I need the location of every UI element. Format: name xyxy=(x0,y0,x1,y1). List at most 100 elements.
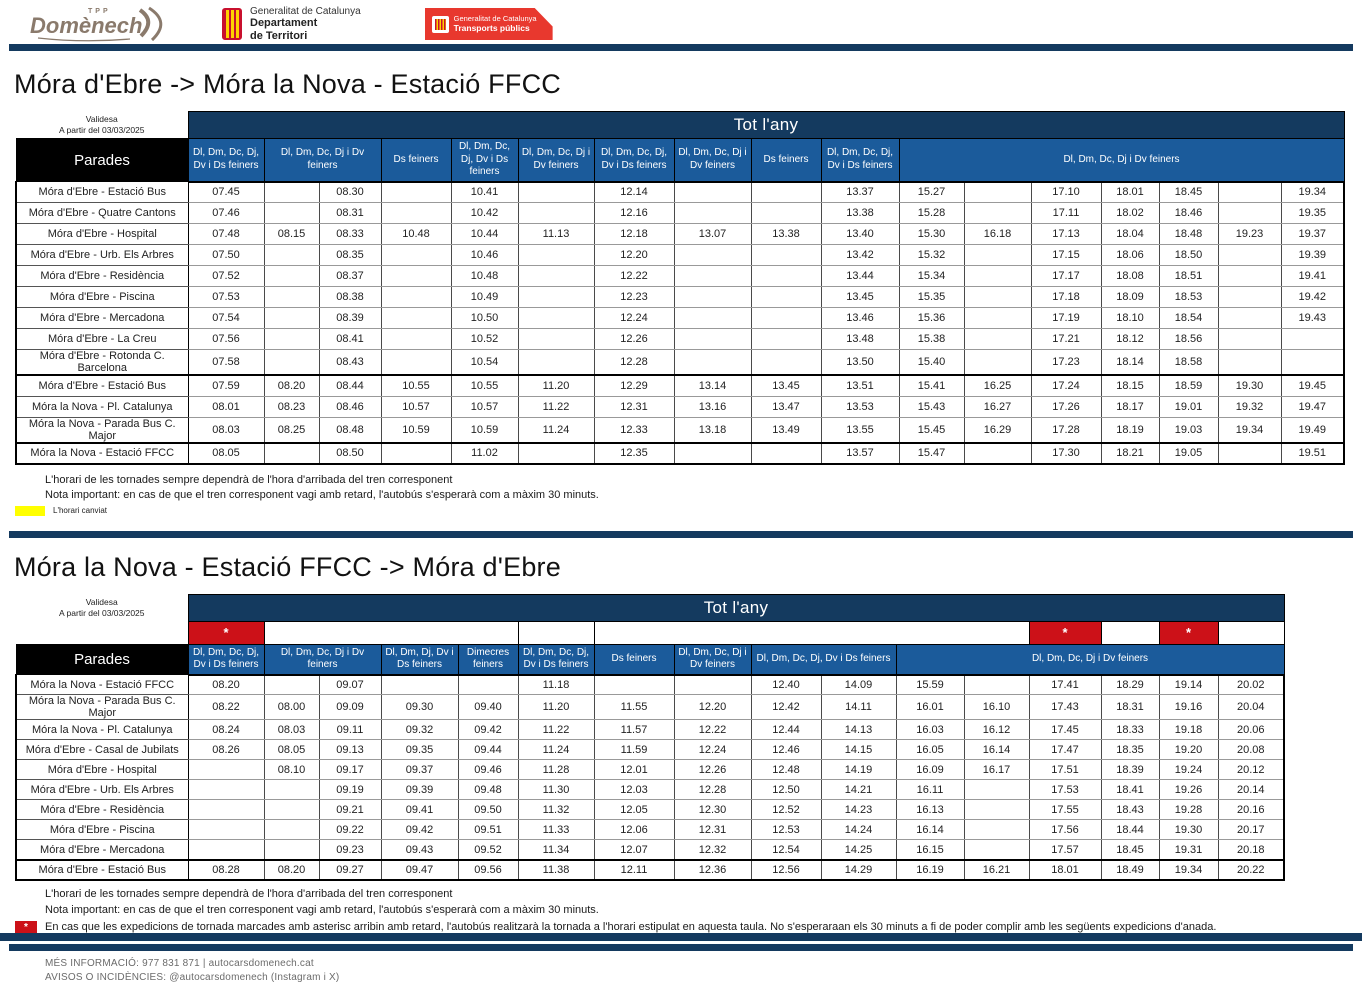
swoosh-icon xyxy=(148,6,163,42)
underline-swoosh-icon xyxy=(37,37,131,42)
service-days-header: Ds feiners xyxy=(593,643,675,676)
brand-tpp-label: TPP xyxy=(88,8,111,15)
time-cell: 19.32 xyxy=(1217,395,1282,418)
timetable-row: Móra d'Ebre - Residència 09.21 09.41 09.50 1… xyxy=(15,799,1285,821)
time-cell: 17.17 xyxy=(1030,265,1102,287)
time-cell: 11.30 xyxy=(517,779,595,801)
time-cell: 14.23 xyxy=(820,799,897,821)
timetable-row: Móra d'Ebre - Estació Bus 08.28 08.20 09.27… xyxy=(15,858,1285,881)
service-days-header: Dl, Dm, Dc, Dj, Dv i Ds feiners xyxy=(187,643,265,676)
time-cell: 09.07 xyxy=(318,674,382,696)
time-cell xyxy=(263,307,320,329)
time-cell: 15.43 xyxy=(898,395,965,418)
timetable-row: Móra d'Ebre - Quatre Cantons 07.46 08.31 10… xyxy=(15,202,1345,224)
timetable-row: Móra d'Ebre - Hospital 07.48 08.15 08.33 10.… xyxy=(15,223,1345,245)
stop-name-cell: Móra la Nova - Estació FFCC xyxy=(15,674,189,696)
time-cell: 17.47 xyxy=(1028,739,1102,761)
time-cell: 19.30 xyxy=(1158,819,1219,841)
time-cell: 16.27 xyxy=(963,395,1032,418)
time-cell: 20.08 xyxy=(1217,739,1285,761)
time-cell: 12.26 xyxy=(673,759,752,781)
time-cell xyxy=(263,819,320,841)
time-cell: 08.20 xyxy=(263,858,320,881)
time-cell: 16.11 xyxy=(895,779,965,801)
time-cell: 19.05 xyxy=(1158,441,1219,465)
time-cell xyxy=(380,181,452,203)
time-cell: 12.28 xyxy=(673,779,752,801)
notes-return: L'horari de les tornades sempre dependrà… xyxy=(15,887,1362,936)
time-cell: 09.21 xyxy=(318,799,382,821)
time-cell: 18.14 xyxy=(1100,349,1160,376)
time-cell: 12.35 xyxy=(593,441,675,465)
stop-name-cell: Móra d'Ebre - Urb. Els Arbres xyxy=(15,244,189,266)
time-cell xyxy=(1217,328,1282,350)
timetable-row: Móra d'Ebre - Piscina 07.53 08.38 10.49 12.2… xyxy=(15,286,1345,308)
time-cell: 18.02 xyxy=(1100,202,1160,224)
time-cell xyxy=(263,328,320,350)
time-cell: 13.50 xyxy=(820,349,900,376)
time-cell: 15.38 xyxy=(898,328,965,350)
time-cell xyxy=(1280,349,1345,376)
stop-name-cell: Móra la Nova - Parada Bus C. Major xyxy=(15,694,189,721)
time-cell: 19.34 xyxy=(1217,416,1282,443)
service-days-header: Dl, Dm, Dc, Dj, Dv i Ds feiners xyxy=(187,138,265,183)
time-cell: 10.57 xyxy=(450,395,519,418)
time-cell xyxy=(750,307,822,329)
time-cell: 17.57 xyxy=(1028,839,1102,861)
time-cell xyxy=(750,265,822,287)
time-cell: 12.26 xyxy=(593,328,675,350)
time-cell: 17.55 xyxy=(1028,799,1102,821)
timetable-row: Móra la Nova - Parada Bus C. Major 08.22 0… xyxy=(15,694,1285,721)
time-cell: 09.11 xyxy=(318,719,382,741)
time-cell: 12.32 xyxy=(673,839,752,861)
time-cell xyxy=(963,674,1030,696)
time-cell: 12.28 xyxy=(593,349,675,376)
time-cell xyxy=(263,286,320,308)
time-cell: 08.48 xyxy=(318,416,382,443)
time-cell: 13.44 xyxy=(820,265,900,287)
time-cell: 16.10 xyxy=(963,694,1030,721)
validity-cell: Validesa A partir del 03/03/2025 xyxy=(16,111,188,139)
time-cell xyxy=(263,799,320,821)
transports-line2: Transports públics xyxy=(453,23,530,34)
season-banner: Tot l'any xyxy=(187,593,1285,622)
time-cell: 13.48 xyxy=(820,328,900,350)
time-cell: 16.13 xyxy=(895,799,965,821)
time-cell: 19.23 xyxy=(1217,223,1282,245)
time-cell: 10.48 xyxy=(450,265,519,287)
time-cell: 17.18 xyxy=(1030,286,1102,308)
time-cell: 18.08 xyxy=(1100,265,1160,287)
time-cell: 11.38 xyxy=(517,858,595,881)
time-cell: 18.45 xyxy=(1158,181,1219,203)
time-cell: 13.18 xyxy=(673,416,752,443)
time-cell: 08.43 xyxy=(318,349,382,376)
time-cell: 12.03 xyxy=(593,779,675,801)
time-cell: 08.26 xyxy=(187,739,265,761)
time-cell xyxy=(380,674,459,696)
service-days-header: Ds feiners xyxy=(380,138,452,183)
time-cell xyxy=(380,244,452,266)
time-cell: 13.49 xyxy=(750,416,822,443)
time-cell: 12.54 xyxy=(750,839,822,861)
time-cell: 13.38 xyxy=(750,223,822,245)
timetable-grid: Validesa A partir del 03/03/2025 Tot l'any… xyxy=(15,593,1285,881)
timetable-row: Móra d'Ebre - Mercadona 07.54 08.39 10.50 12… xyxy=(15,307,1345,329)
time-cell: 09.32 xyxy=(380,719,459,741)
time-cell xyxy=(673,181,752,203)
time-cell: 16.14 xyxy=(963,739,1030,761)
time-cell xyxy=(517,328,595,350)
time-cell: 12.56 xyxy=(750,858,822,881)
time-cell: 09.51 xyxy=(457,819,519,841)
service-days-header: Dl, Dm, Dc, Dj, Dv i Ds feiners xyxy=(517,643,595,676)
timetable-row: Móra la Nova - Estació FFCC 08.20 09.07 11.… xyxy=(15,674,1285,696)
time-cell xyxy=(673,674,752,696)
time-cell: 18.01 xyxy=(1100,181,1160,203)
time-cell: 19.43 xyxy=(1280,307,1345,329)
time-cell xyxy=(1217,202,1282,224)
time-cell xyxy=(673,202,752,224)
time-cell: 19.14 xyxy=(1158,674,1219,696)
time-cell: 07.56 xyxy=(187,328,265,350)
time-cell xyxy=(963,349,1032,376)
time-cell: 08.39 xyxy=(318,307,382,329)
time-cell: 11.32 xyxy=(517,799,595,821)
